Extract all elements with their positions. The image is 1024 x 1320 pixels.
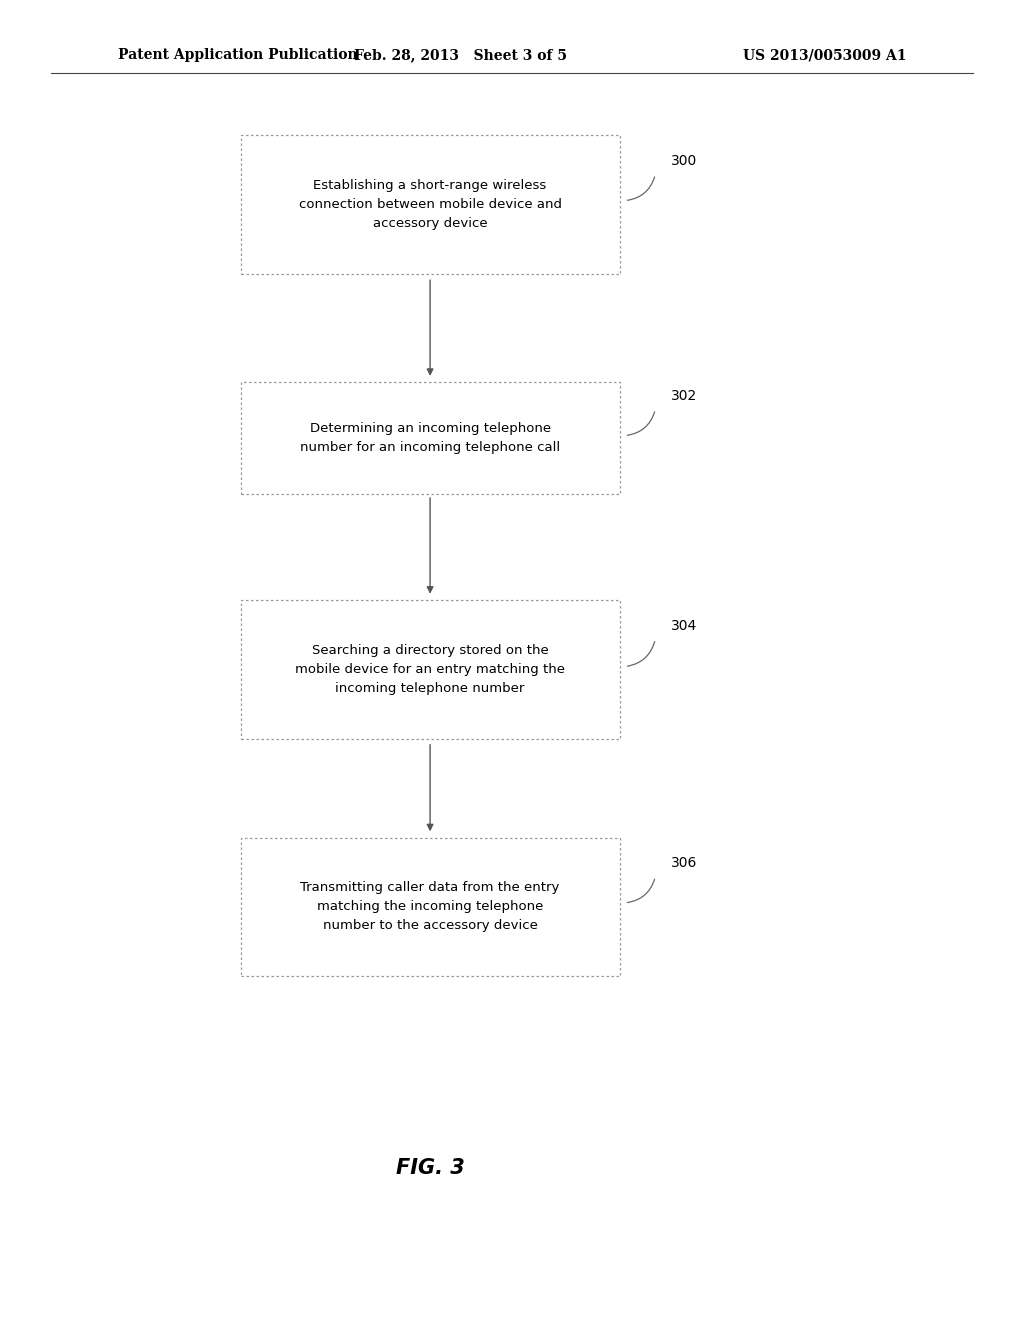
Bar [241,838,620,977]
Text: Feb. 28, 2013   Sheet 3 of 5: Feb. 28, 2013 Sheet 3 of 5 [354,49,567,62]
Text: 306: 306 [671,857,697,870]
Text: Establishing a short-range wireless
connection between mobile device and
accesso: Establishing a short-range wireless conn… [299,180,561,230]
Bar [241,383,620,494]
Text: Transmitting caller data from the entry
matching the incoming telephone
number t: Transmitting caller data from the entry … [300,882,560,932]
Text: 304: 304 [671,619,697,632]
Text: FIG. 3: FIG. 3 [395,1158,465,1179]
Text: Patent Application Publication: Patent Application Publication [118,49,357,62]
Bar [241,599,620,739]
Text: Determining an incoming telephone
number for an incoming telephone call: Determining an incoming telephone number… [300,422,560,454]
Text: US 2013/0053009 A1: US 2013/0053009 A1 [742,49,906,62]
Bar [241,136,620,275]
Text: Searching a directory stored on the
mobile device for an entry matching the
inco: Searching a directory stored on the mobi… [295,644,565,694]
Text: 302: 302 [671,389,697,403]
Text: 300: 300 [671,154,697,168]
